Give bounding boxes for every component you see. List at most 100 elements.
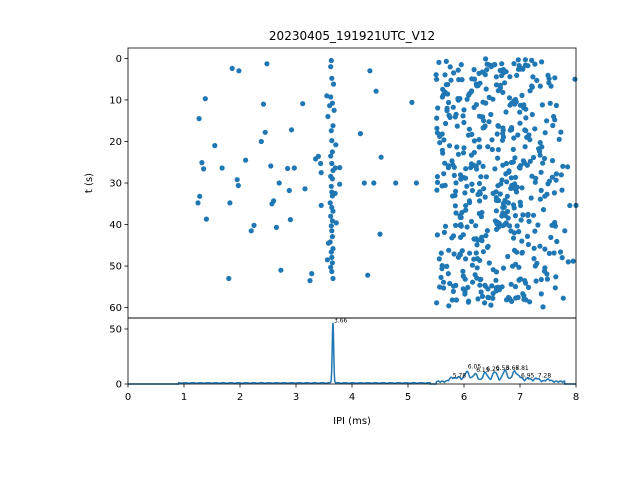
scatter-point: [474, 166, 480, 172]
scatter-point: [446, 303, 452, 309]
scatter-point: [461, 107, 467, 113]
scatter-point: [378, 154, 384, 160]
scatter-point: [552, 75, 558, 81]
histogram-x-tick-label: 1: [181, 392, 187, 403]
scatter-point: [473, 236, 479, 242]
scatter-point: [329, 260, 335, 266]
scatter-point: [442, 72, 448, 78]
scatter-point: [445, 91, 451, 97]
scatter-point: [515, 57, 521, 63]
scatter-point: [476, 137, 482, 143]
scatter-point: [235, 182, 241, 189]
scatter-point: [484, 67, 490, 73]
scatter-point: [328, 213, 334, 219]
scatter-point: [449, 158, 455, 164]
scatter-point: [530, 74, 536, 80]
scatter-point: [409, 99, 415, 105]
scatter-point: [525, 241, 532, 248]
scatter-point: [540, 304, 546, 310]
scatter-point: [361, 180, 367, 186]
scatter-point: [544, 276, 551, 282]
scatter-point: [480, 163, 486, 169]
scatter-point: [474, 265, 480, 271]
scatter-point: [329, 149, 335, 155]
scatter-point: [451, 172, 457, 178]
scatter-point: [324, 93, 330, 99]
scatter-point: [538, 276, 544, 283]
scatter-point: [483, 86, 489, 92]
scatter-point: [493, 226, 500, 232]
scatter-point: [532, 179, 538, 185]
scatter-point: [441, 171, 447, 177]
scatter-point: [469, 181, 475, 187]
scatter-point: [522, 278, 528, 284]
scatter-point: [530, 154, 537, 161]
scatter-point: [512, 155, 518, 161]
scatter-point: [477, 189, 483, 195]
scatter-point: [567, 202, 573, 209]
scatter-point: [516, 264, 522, 270]
scatter-point: [514, 249, 520, 255]
scatter-point: [461, 119, 467, 126]
scatter-point: [458, 62, 464, 68]
scatter-point: [504, 208, 511, 215]
scatter-point: [538, 291, 544, 297]
scatter-point: [523, 106, 529, 112]
scatter-point: [508, 159, 515, 166]
scatter-point: [471, 67, 477, 73]
scatter-point: [465, 284, 471, 290]
scatter-point: [540, 207, 547, 213]
scatter-point: [524, 233, 531, 239]
scatter-point: [465, 299, 471, 305]
scatter-point: [196, 116, 202, 122]
scatter-point: [538, 169, 544, 175]
scatter-point: [234, 177, 240, 183]
scatter-point: [526, 218, 532, 224]
scatter-point: [476, 144, 482, 150]
scatter-point: [482, 300, 488, 306]
histogram-x-axis-label: IPI (ms): [333, 416, 371, 427]
scatter-point: [436, 59, 442, 65]
scatter-point: [260, 101, 267, 107]
scatter-point: [377, 231, 383, 237]
scatter-point: [243, 157, 249, 163]
scatter-point: [552, 285, 558, 291]
scatter-point: [329, 218, 335, 224]
scatter-point: [502, 212, 508, 218]
scatter-point: [460, 268, 466, 274]
scatter-point: [520, 212, 526, 218]
scatter-point: [327, 200, 333, 206]
scatter-point: [507, 102, 513, 108]
scatter-point: [508, 175, 514, 181]
scatter-point: [509, 126, 515, 133]
scatter-point: [494, 131, 500, 137]
scatter-point: [547, 100, 553, 106]
scatter-point: [485, 243, 491, 249]
scatter-point: [451, 283, 457, 289]
scatter-point: [519, 92, 525, 98]
scatter-point: [511, 135, 517, 141]
scatter-point: [480, 125, 486, 131]
scatter-point: [337, 165, 343, 171]
scatter-point: [328, 57, 334, 64]
scatter-point: [489, 283, 495, 289]
scatter-panel: 20230405_191921UTC_V12 0 10 20 30 40 50 60 t (…: [84, 29, 579, 319]
scatter-point: [523, 128, 529, 134]
scatter-point: [512, 174, 519, 180]
scatter-point: [478, 174, 484, 180]
scatter-point: [466, 91, 472, 97]
scatter-point: [525, 212, 531, 218]
scatter-y-tick-label: 50: [109, 262, 122, 273]
scatter-point: [201, 166, 207, 172]
scatter-point: [328, 153, 334, 159]
scatter-point: [450, 288, 456, 294]
scatter-point: [539, 102, 546, 108]
scatter-point: [570, 258, 576, 264]
scatter-point: [458, 176, 464, 182]
scatter-point: [493, 74, 499, 80]
scatter-point: [523, 115, 529, 121]
scatter-point: [455, 151, 461, 157]
scatter-point: [329, 176, 335, 182]
scatter-point: [531, 256, 537, 262]
scatter-point: [464, 224, 470, 230]
